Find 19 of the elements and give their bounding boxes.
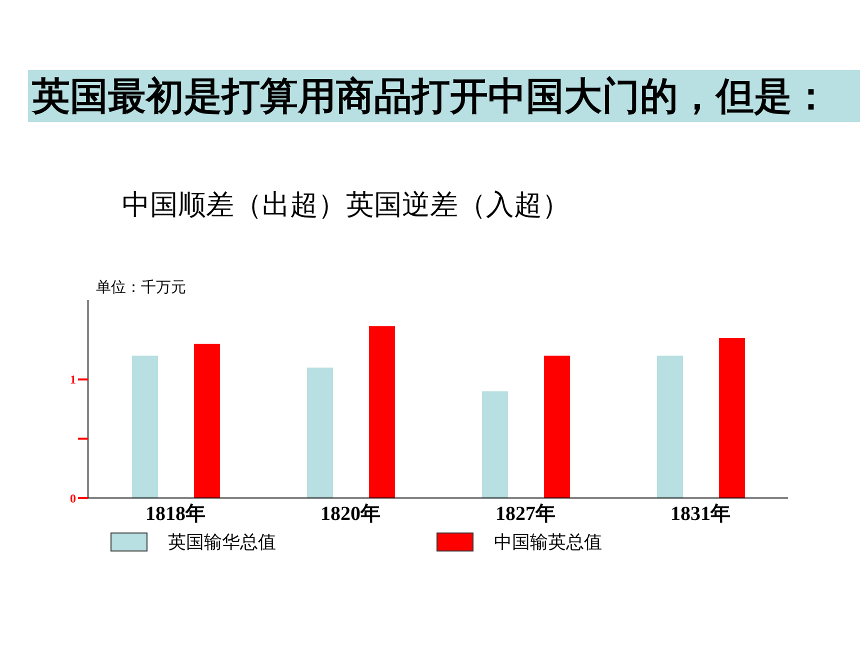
bar [657, 356, 683, 498]
bar [132, 356, 158, 498]
legend-label: 英国输华总值 [168, 531, 276, 554]
x-tick-label: 1831年 [670, 503, 730, 526]
y-tick-label: 1 [70, 372, 76, 387]
y-axis-title: 单位：千万元 [96, 278, 186, 297]
x-tick-label: 1827年 [496, 503, 556, 526]
bar [194, 344, 220, 498]
legend-label: 中国输英总值 [494, 531, 602, 554]
bar [482, 391, 508, 498]
bar [369, 326, 395, 498]
chart-title: 英国最初是打算用商品打开中国大门的，但是： [32, 73, 831, 120]
bar [307, 368, 333, 498]
chart-subtitle: 中国顺差（出超）英国逆差（入超） [122, 187, 570, 223]
bar [719, 338, 745, 498]
bar [544, 356, 570, 498]
y-tick-label: 0 [70, 491, 76, 506]
x-tick-label: 1818年 [146, 503, 206, 526]
x-tick-label: 1820年 [320, 503, 380, 526]
